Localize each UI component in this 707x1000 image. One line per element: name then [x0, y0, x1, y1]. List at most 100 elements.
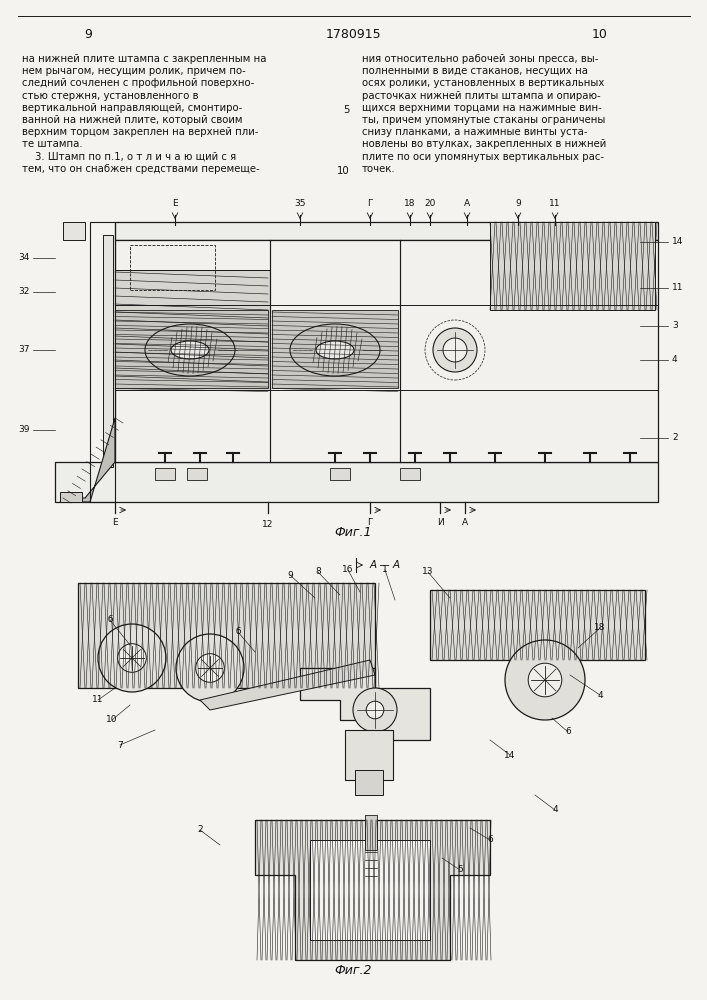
Text: расточках нижней плиты штампа и опираю-: расточках нижней плиты штампа и опираю-	[362, 91, 601, 101]
Text: А: А	[462, 518, 468, 527]
Text: 1780915: 1780915	[325, 28, 381, 41]
Text: 34: 34	[18, 253, 30, 262]
Ellipse shape	[316, 341, 354, 359]
Text: б: б	[235, 628, 241, 637]
Bar	[55, 462, 658, 502]
Circle shape	[433, 328, 477, 372]
Bar	[63, 222, 85, 240]
Text: 5: 5	[344, 105, 350, 115]
Polygon shape	[255, 820, 490, 960]
Bar	[60, 492, 82, 502]
Text: 9: 9	[287, 570, 293, 580]
Ellipse shape	[171, 341, 209, 359]
Text: 18: 18	[595, 624, 606, 633]
Text: 5: 5	[457, 865, 463, 874]
Circle shape	[443, 338, 467, 362]
Text: 18: 18	[404, 199, 416, 208]
Text: полненными в виде стаканов, несущих на: полненными в виде стаканов, несущих на	[362, 66, 588, 76]
Text: 20: 20	[424, 199, 436, 208]
Text: 6: 6	[487, 836, 493, 844]
Text: 7: 7	[117, 740, 123, 750]
Text: 4: 4	[552, 806, 558, 814]
Text: снизу планками, а нажимные винты уста-: снизу планками, а нажимные винты уста-	[362, 127, 588, 137]
Text: 39: 39	[18, 426, 30, 434]
Text: 11: 11	[92, 696, 104, 704]
Text: А: А	[464, 199, 470, 208]
Text: 10: 10	[592, 28, 608, 41]
Text: 6: 6	[565, 728, 571, 736]
Circle shape	[505, 640, 585, 720]
Text: 16: 16	[342, 566, 354, 574]
Text: И: И	[437, 518, 443, 527]
Bar	[400, 468, 420, 480]
Text: ванной на нижней плите, который своим: ванной на нижней плите, который своим	[22, 115, 243, 125]
Polygon shape	[272, 310, 398, 388]
Text: щихся верхними торцами на нажимные вин-: щихся верхними торцами на нажимные вин-	[362, 103, 602, 113]
Text: E: E	[112, 518, 118, 527]
Circle shape	[98, 624, 166, 692]
Bar	[130, 245, 215, 290]
Text: 11: 11	[549, 199, 561, 208]
Circle shape	[353, 688, 397, 732]
Polygon shape	[60, 418, 115, 502]
Text: осях ролики, установленных в вертикальных: осях ролики, установленных в вертикальны…	[362, 78, 604, 88]
Text: 9: 9	[515, 199, 521, 208]
Bar	[115, 222, 658, 240]
Text: 14: 14	[672, 237, 684, 246]
Text: 4: 4	[672, 356, 677, 364]
Bar	[103, 235, 113, 467]
Ellipse shape	[145, 324, 235, 376]
Bar	[490, 222, 655, 310]
Polygon shape	[310, 840, 430, 940]
Ellipse shape	[290, 324, 380, 376]
Bar	[115, 240, 658, 462]
Text: плите по оси упомянутых вертикальных рас-: плите по оси упомянутых вертикальных рас…	[362, 152, 604, 162]
Text: 14: 14	[504, 750, 515, 760]
Bar	[78, 583, 375, 688]
Circle shape	[118, 644, 146, 672]
Circle shape	[528, 663, 562, 697]
Bar	[155, 468, 175, 480]
Text: 9: 9	[84, 28, 92, 41]
Text: ния относительно рабочей зоны пресса, вы-: ния относительно рабочей зоны пресса, вы…	[362, 54, 598, 64]
Bar	[187, 468, 207, 480]
Text: 32: 32	[18, 288, 30, 296]
Text: тем, что он снабжен средствами перемеще-: тем, что он снабжен средствами перемеще-	[22, 164, 259, 174]
Polygon shape	[300, 668, 430, 740]
Text: A — A: A — A	[370, 560, 401, 570]
Bar	[355, 770, 383, 795]
Text: новлены во втулках, закрепленных в нижней: новлены во втулках, закрепленных в нижне…	[362, 139, 606, 149]
Text: 35: 35	[294, 199, 305, 208]
Text: Фиг.1: Фиг.1	[334, 526, 372, 538]
Text: б: б	[107, 615, 112, 624]
Text: 37: 37	[18, 346, 30, 355]
Text: 2: 2	[197, 826, 203, 834]
Polygon shape	[115, 310, 268, 388]
Circle shape	[366, 701, 384, 719]
Text: 3. Штамп по п.1, о т л и ч а ю щий с я: 3. Штамп по п.1, о т л и ч а ю щий с я	[22, 152, 236, 162]
Text: на нижней плите штампа с закрепленным на: на нижней плите штампа с закрепленным на	[22, 54, 267, 64]
Circle shape	[176, 634, 244, 702]
Text: 2: 2	[672, 434, 677, 442]
Text: вертикальной направляющей, смонтиро-: вертикальной направляющей, смонтиро-	[22, 103, 243, 113]
Text: те штампа.: те штампа.	[22, 139, 83, 149]
Text: 8: 8	[315, 568, 321, 576]
Text: нем рычагом, несущим ролик, причем по-: нем рычагом, несущим ролик, причем по-	[22, 66, 246, 76]
Text: ты, причем упомянутые стаканы ограничены: ты, причем упомянутые стаканы ограничены	[362, 115, 605, 125]
Text: стью стержня, установленного в: стью стержня, установленного в	[22, 91, 199, 101]
Text: Фиг.2: Фиг.2	[334, 964, 372, 976]
Bar	[365, 815, 377, 850]
Bar	[345, 730, 393, 780]
Text: 13: 13	[422, 568, 434, 576]
Text: Г: Г	[367, 518, 373, 527]
Polygon shape	[115, 270, 270, 390]
Text: Г: Г	[367, 199, 373, 208]
Circle shape	[196, 654, 224, 682]
Text: 3: 3	[672, 322, 678, 330]
Text: следний сочленен с профильной поверхно-: следний сочленен с профильной поверхно-	[22, 78, 255, 88]
Text: E: E	[173, 199, 178, 208]
Text: точек.: точек.	[362, 164, 396, 174]
Text: верхним торцом закреплен на верхней пли-: верхним торцом закреплен на верхней пли-	[22, 127, 258, 137]
Bar	[330, 468, 350, 480]
Text: 4: 4	[597, 690, 603, 700]
